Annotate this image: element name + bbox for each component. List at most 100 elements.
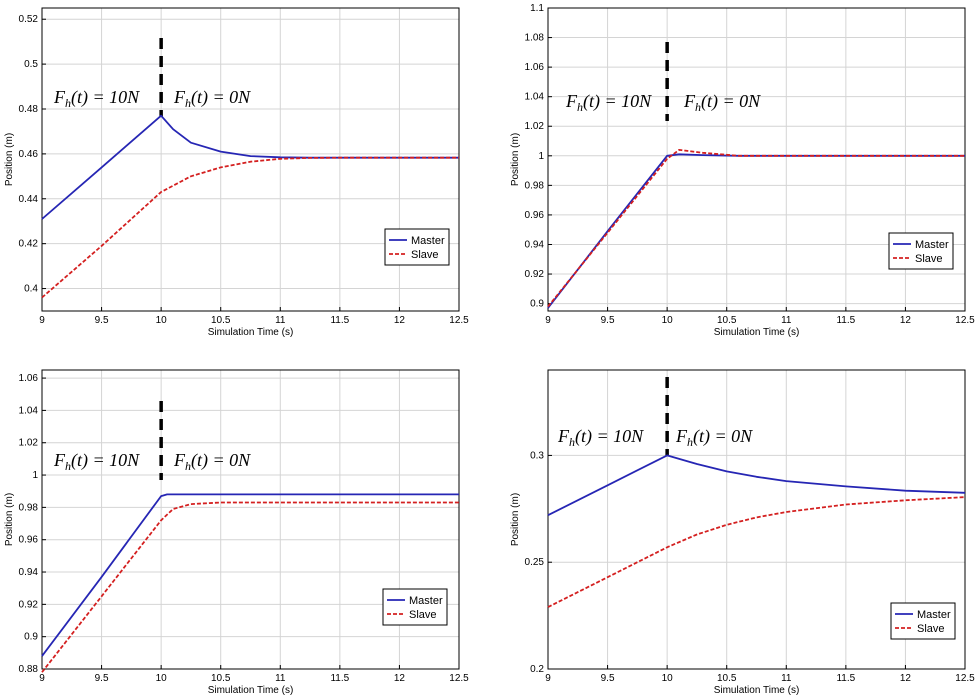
- legend-label-slave: Slave: [915, 253, 943, 265]
- series-slave-line: [41, 501, 459, 673]
- y-axis-label: Position (m): [4, 133, 15, 186]
- x-tick-label: 9.5: [95, 315, 109, 326]
- y-tick-label: 0.5: [24, 59, 38, 70]
- y-tick-label: 1.02: [525, 121, 545, 132]
- y-tick-label: 1.1: [530, 3, 544, 14]
- y-tick-label: 0.92: [19, 599, 39, 610]
- y-tick-label: 0.48: [19, 104, 39, 115]
- y-axis-label: Position (m): [510, 133, 521, 186]
- x-tick-label: 11.5: [836, 315, 855, 326]
- x-tick-label: 10: [662, 315, 674, 326]
- y-axis-label: Position (m): [4, 493, 15, 546]
- x-tick-label: 12.5: [449, 673, 469, 684]
- annotation-right: Fh(t) = 0N: [683, 91, 761, 114]
- x-tick-label: 10: [156, 673, 168, 684]
- legend-label-slave: Slave: [409, 609, 437, 621]
- x-tick-label: 10: [662, 673, 674, 684]
- y-tick-label: 0.4: [24, 284, 38, 295]
- series-slave-line: [41, 156, 459, 299]
- series-master-line: [41, 493, 459, 657]
- series-slave-line: [547, 148, 965, 308]
- chart-1: 9 9.5 10 10.5 11 11.5 12 12.5 0.4 0.42 0.44 0.46 0.4…: [4, 7, 469, 338]
- x-axis-label: Simulation Time (s): [208, 327, 294, 338]
- y-tick-label: 1: [32, 470, 38, 481]
- x-tick-label: 10: [156, 315, 168, 326]
- x-tick-label: 12: [394, 315, 406, 326]
- annotation-left: Fh(t) = 10N: [53, 87, 140, 110]
- x-tick-label: 12: [394, 673, 406, 684]
- y-tick-label: 0.44: [19, 194, 39, 205]
- legend-label-master: Master: [915, 239, 949, 251]
- x-tick-label: 9: [39, 673, 45, 684]
- x-tick-label: 9.5: [601, 673, 615, 684]
- x-tick-label: 12.5: [449, 315, 469, 326]
- legend-label-slave: Slave: [411, 249, 439, 261]
- x-tick-label: 11: [275, 673, 286, 684]
- x-axis-label: Simulation Time (s): [208, 685, 294, 696]
- x-axis-label: Simulation Time (s): [714, 327, 800, 338]
- legend: Master Slave: [382, 588, 448, 626]
- y-tick-label: 0.3: [530, 450, 544, 461]
- legend: Master Slave: [890, 602, 956, 640]
- legend-label-slave: Slave: [917, 623, 945, 635]
- x-tick-label: 12.5: [955, 315, 975, 326]
- x-tick-label: 11: [781, 315, 792, 326]
- x-tick-label: 9.5: [95, 673, 109, 684]
- x-axis-label: Simulation Time (s): [714, 685, 800, 696]
- series-slave-line: [547, 496, 966, 608]
- y-tick-label: 0.98: [19, 502, 39, 513]
- x-tick-label: 9: [39, 315, 45, 326]
- plot-area: [42, 8, 459, 311]
- y-tick-label: 0.2: [530, 664, 544, 675]
- series-master-line: [41, 114, 459, 220]
- y-tick-label: 0.96: [19, 535, 39, 546]
- y-tick-label: 0.92: [525, 269, 545, 280]
- annotation-left: Fh(t) = 10N: [557, 426, 644, 449]
- x-tick-label: 10.5: [717, 315, 737, 326]
- x-tick-label: 11.5: [836, 673, 855, 684]
- y-tick-label: 1.04: [19, 405, 39, 416]
- x-tick-label: 12.5: [955, 673, 975, 684]
- legend: Master Slave: [888, 232, 954, 270]
- y-tick-label: 0.94: [19, 567, 39, 578]
- y-tick-label: 0.42: [19, 239, 39, 250]
- y-tick-label: 0.88: [19, 664, 39, 675]
- x-tick-label: 9: [545, 315, 551, 326]
- y-tick-label: 0.9: [530, 299, 544, 310]
- y-tick-label: 0.96: [525, 210, 545, 221]
- x-tick-label: 10.5: [717, 673, 737, 684]
- annotation-right: Fh(t) = 0N: [173, 450, 251, 473]
- y-tick-label: 1.08: [525, 33, 545, 44]
- y-tick-label: 1.02: [19, 438, 39, 449]
- y-tick-label: 0.46: [19, 149, 39, 160]
- axes-frame: [547, 369, 966, 670]
- x-tick-label: 10.5: [211, 673, 231, 684]
- annotation-left: Fh(t) = 10N: [565, 91, 652, 114]
- y-tick-label: 1: [538, 151, 544, 162]
- y-tick-label: 0.9: [24, 632, 38, 643]
- legend-label-master: Master: [411, 235, 445, 247]
- x-tick-label: 12: [900, 315, 912, 326]
- legend-label-master: Master: [409, 595, 443, 607]
- y-tick-label: 1.04: [525, 92, 545, 103]
- legend-box: [384, 228, 450, 266]
- legend: Master Slave: [384, 228, 450, 266]
- legend-box: [888, 232, 954, 270]
- axes-frame: [41, 7, 460, 312]
- legend-box: [890, 602, 956, 640]
- x-tick-label: 11.5: [330, 315, 349, 326]
- annotation-right: Fh(t) = 0N: [173, 87, 251, 110]
- y-tick-label: 0.98: [525, 180, 545, 191]
- legend-box: [382, 588, 448, 626]
- annotation-left: Fh(t) = 10N: [53, 450, 140, 473]
- legend-label-master: Master: [917, 609, 951, 621]
- y-tick-label: 0.25: [525, 557, 545, 568]
- chart-2: 9 9.5 10 10.5 11 11.5 12 12.5 0.9 0.92 0.94 0.96 0.9…: [510, 3, 975, 338]
- x-tick-label: 11.5: [330, 673, 349, 684]
- x-tick-label: 11: [781, 673, 792, 684]
- y-tick-label: 0.94: [525, 239, 545, 250]
- axes-frame: [41, 369, 460, 670]
- y-tick-label: 0.52: [19, 14, 39, 25]
- x-tick-label: 11: [275, 315, 286, 326]
- axes-frame: [547, 7, 966, 312]
